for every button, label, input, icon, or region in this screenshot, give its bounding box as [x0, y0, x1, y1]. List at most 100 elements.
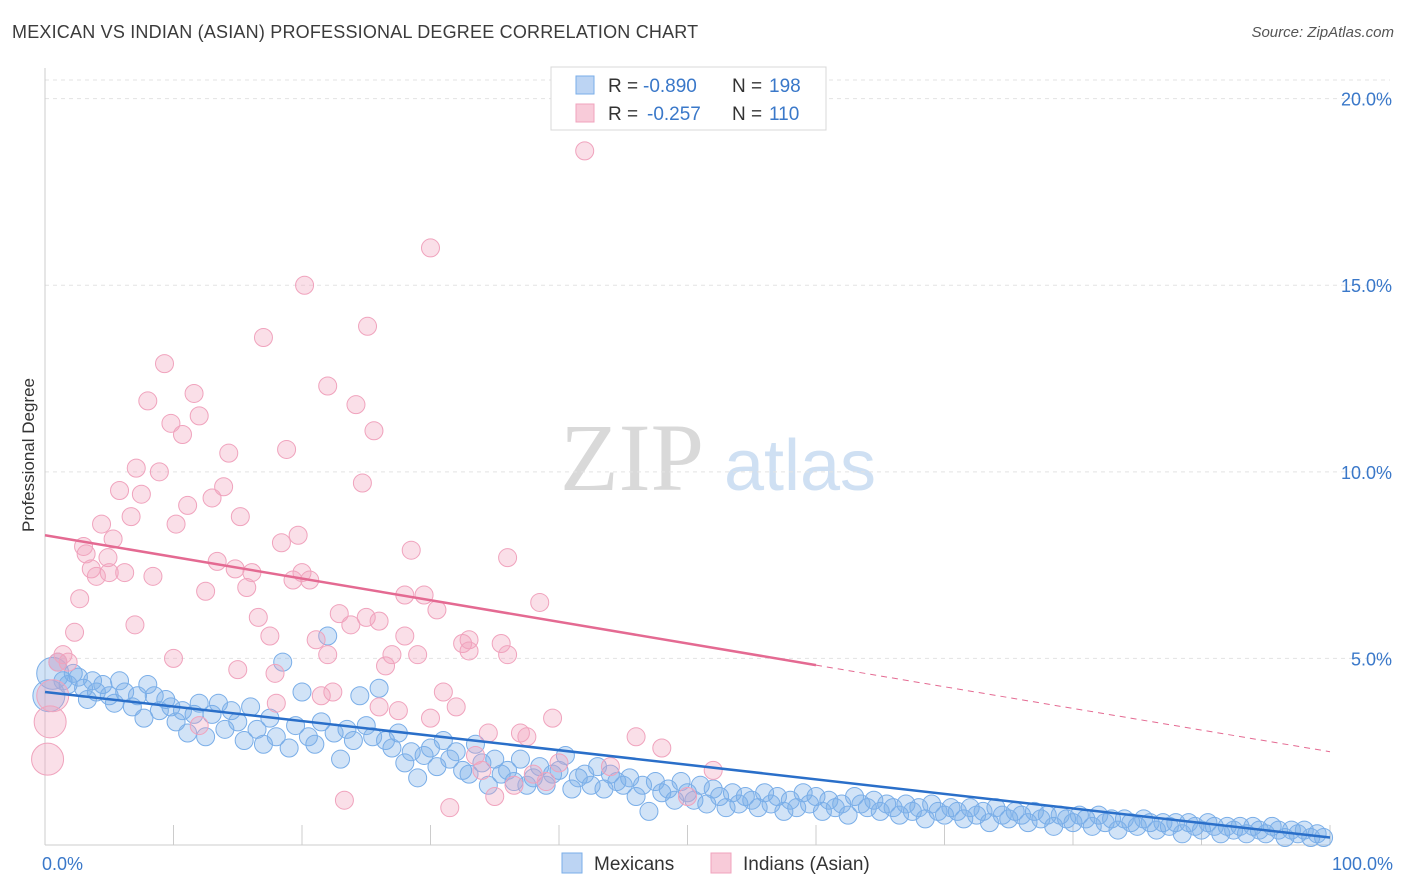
- point-mexicans: [909, 798, 929, 818]
- legend-bottom-indians: Indians (Asian): [743, 854, 870, 875]
- legend-n-value-2: 110: [769, 104, 799, 125]
- point-mexicans: [851, 794, 871, 814]
- point-indians: [703, 760, 723, 780]
- point-indians: [214, 477, 234, 497]
- point-mexicans: [999, 809, 1019, 829]
- point-mexicans: [1057, 809, 1077, 829]
- point-indians: [626, 727, 646, 747]
- point-mexicans: [446, 742, 466, 762]
- watermark-zip: ZIP: [560, 404, 704, 511]
- point-mexicans: [134, 708, 154, 728]
- point-mexicans: [960, 798, 980, 818]
- point-mexicans: [543, 764, 563, 784]
- point-indians: [485, 786, 505, 806]
- point-mexicans: [562, 779, 582, 799]
- point-mexicans: [279, 738, 299, 758]
- axes: [44, 68, 1331, 846]
- point-indians: [369, 697, 389, 717]
- legend-r-label-1: R =: [608, 76, 638, 97]
- point-indians: [92, 514, 112, 534]
- point-mexicans: [166, 712, 186, 732]
- point-mexicans: [1147, 820, 1167, 840]
- point-indians: [164, 648, 183, 668]
- point-indians: [125, 615, 145, 635]
- point-mexicans: [928, 801, 948, 821]
- point-mexicans: [941, 798, 961, 818]
- point-indians: [248, 607, 268, 627]
- point-indians: [143, 566, 163, 586]
- point-indians: [678, 786, 697, 806]
- point-mexicans: [922, 794, 942, 814]
- point-mexicans: [710, 786, 730, 806]
- point-mexicans: [331, 749, 351, 769]
- point-indians: [115, 563, 135, 583]
- point-indians: [318, 376, 338, 396]
- point-mexicans: [633, 775, 653, 795]
- point-mexicans: [838, 805, 858, 825]
- point-indians: [352, 473, 372, 493]
- point-indians: [472, 760, 492, 780]
- point-mexicans: [343, 731, 363, 751]
- point-indians: [388, 701, 408, 721]
- trend-line-mexicans: [44, 690, 1331, 839]
- point-indians: [155, 354, 175, 374]
- point-indians: [498, 548, 518, 568]
- point-mexicans: [639, 801, 659, 821]
- point-indians: [543, 708, 563, 728]
- point-mexicans: [857, 798, 877, 818]
- point-mexicans: [1121, 813, 1141, 833]
- point-mexicans: [793, 783, 813, 803]
- trend-line-indians: [44, 534, 817, 667]
- point-mexicans: [408, 768, 428, 788]
- point-mexicans: [690, 775, 710, 795]
- point-mexicans: [414, 745, 434, 765]
- point-indians: [65, 622, 85, 642]
- watermark-atlas: atlas: [724, 426, 876, 506]
- legend-bottom-swatch-mexicans: [561, 852, 583, 874]
- point-indians: [228, 660, 248, 680]
- point-indians: [306, 630, 326, 650]
- point-indians: [230, 507, 250, 527]
- point-indians: [401, 540, 421, 560]
- source-label: Source: ZipAtlas.com: [1251, 24, 1394, 41]
- point-mexicans: [870, 801, 890, 821]
- point-mexicans: [138, 675, 158, 695]
- point-indians: [86, 566, 106, 586]
- point-indians: [323, 682, 343, 702]
- point-mexicans: [241, 697, 261, 717]
- point-indians: [33, 705, 67, 739]
- point-indians: [172, 425, 192, 445]
- point-indians: [253, 327, 273, 347]
- point-indians: [364, 421, 384, 441]
- point-mexicans: [234, 731, 254, 751]
- point-mexicans: [318, 626, 338, 646]
- y-tick-label: 10.0%: [1341, 463, 1392, 483]
- point-indians: [126, 458, 146, 478]
- point-mexicans: [883, 798, 903, 818]
- point-mexicans: [613, 775, 633, 795]
- y-axis-label: Professional Degree: [19, 378, 38, 532]
- point-mexicans: [453, 760, 473, 780]
- point-indians: [311, 686, 331, 706]
- point-indians: [318, 645, 338, 665]
- point-mexicans: [735, 786, 755, 806]
- point-indians: [219, 443, 239, 463]
- point-mexicans: [459, 764, 479, 784]
- point-mexicans: [896, 794, 916, 814]
- point-indians: [110, 480, 130, 500]
- point-mexicans: [510, 749, 530, 769]
- point-mexicans: [68, 667, 88, 687]
- point-mexicans: [305, 734, 325, 754]
- point-indians: [184, 383, 204, 403]
- point-mexicans: [973, 801, 993, 821]
- y-tick-label: 5.0%: [1351, 649, 1392, 669]
- point-indians: [341, 615, 361, 635]
- point-mexicans: [935, 805, 954, 825]
- point-mexicans: [266, 727, 286, 747]
- chart-title: MEXICAN VS INDIAN (ASIAN) PROFESSIONAL D…: [12, 22, 699, 42]
- point-indians: [433, 682, 453, 702]
- point-mexicans: [877, 794, 897, 814]
- point-indians: [356, 607, 376, 627]
- legend-bottom-swatch-indians: [710, 852, 732, 874]
